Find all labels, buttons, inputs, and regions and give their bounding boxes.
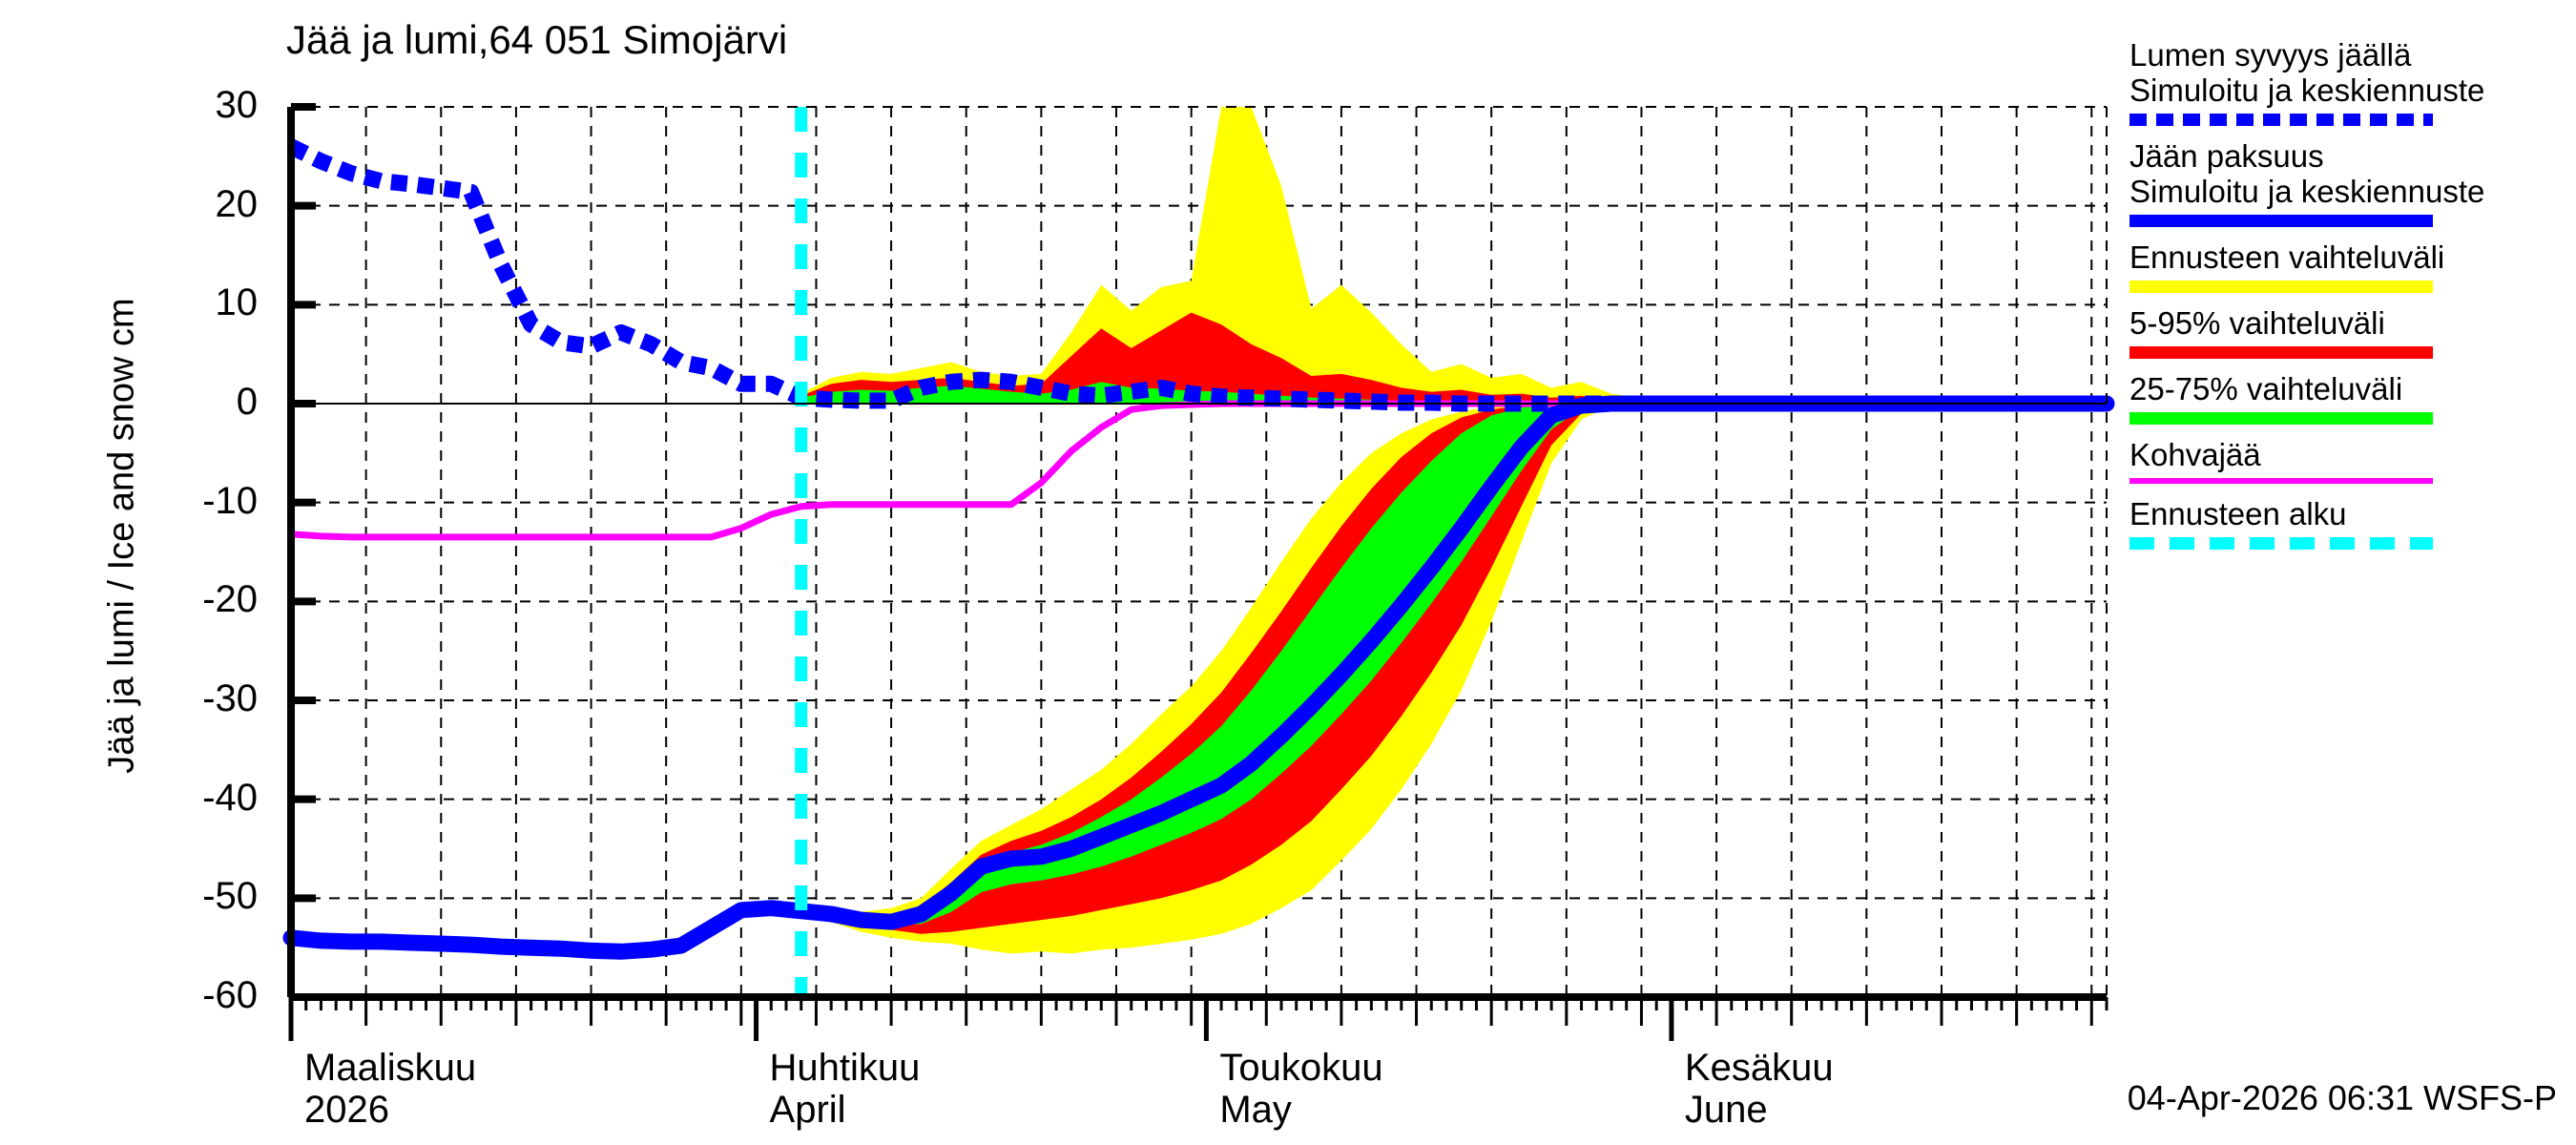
legend-swatch [2129,280,2433,293]
legend-swatch [2129,477,2433,484]
y-tick-label: -40 [202,776,258,819]
legend-swatch [2129,214,2433,227]
y-tick-label: -60 [202,974,258,1016]
y-tick-label: 10 [215,281,259,324]
y-tick-label: -20 [202,578,258,621]
legend-item: Ennusteen vaihteluväli [2129,239,2568,293]
y-tick-label: -30 [202,677,258,719]
legend-label-line1: Jään paksuus [2129,137,2324,174]
y-tick-label: -10 [202,479,258,522]
legend-swatch [2129,411,2433,425]
legend-label-line1: Kohvajää [2129,436,2261,472]
legend-swatch [2129,536,2433,550]
page-title: Jää ja lumi,64 051 Simojärvi [286,17,788,62]
y-tick-label: 0 [236,381,258,423]
x-tick-label-line1: Kesäkuu [1684,1047,1834,1089]
legend-label-line1: Ennusteen vaihteluväli [2129,239,2445,275]
x-tick-label: Maaliskuu 2026 [304,1047,476,1131]
legend-item: Lumen syvyys jäällä Simuloitu ja keskienn… [2129,37,2568,126]
chart-legend: Lumen syvyys jäällä Simuloitu ja keskienn… [2129,37,2568,563]
legend-item: 5-95% vaihteluväli [2129,304,2568,359]
band-snow-0 [800,107,2108,404]
legend-item: 25-75% vaihteluväli [2129,370,2568,425]
line-kohvajaa [287,400,2110,541]
x-tick-label: Kesäkuu June [1685,1047,1834,1131]
legend-label-line1: 5-95% vaihteluväli [2129,304,2385,341]
y-tick-label: -50 [202,875,258,918]
legend-item: Kohvajää [2129,436,2568,484]
legend-item: Ennusteen alku [2129,495,2568,550]
y-tick-label: 30 [215,84,259,126]
x-tick-label: Toukokuu May [1219,1047,1382,1131]
legend-item: Jään paksuus Simuloitu ja keskiennuste [2129,137,2568,227]
forecast-bands [800,107,2108,954]
x-tick-label-line2: April [769,1089,846,1131]
y-tick-label: 20 [215,182,259,225]
legend-label-line1: Ennusteen alku [2129,495,2347,531]
x-tick-label-line1: Maaliskuu [304,1047,477,1089]
x-tick-label-line2: May [1219,1089,1292,1131]
x-tick-label-line2: 2026 [304,1089,389,1131]
x-tick-label: Huhtikuu April [770,1047,921,1131]
axes [287,103,2109,1041]
legend-label-line1: 25-75% vaihteluväli [2129,370,2403,406]
legend-label-line2: Simuloitu ja keskiennuste [2129,173,2485,209]
legend-label-line2: Simuloitu ja keskiennuste [2129,72,2485,108]
footer-timestamp: 04-Apr-2026 06:31 WSFS-P [2127,1078,2557,1117]
y-axis-label: Jää ja lumi / Ice and snow cm [101,298,142,774]
legend-swatch [2129,345,2433,359]
x-tick-label-line1: Huhtikuu [769,1047,921,1089]
band-band_ice_green [800,404,2108,926]
legend-label-line1: Lumen syvyys jäällä [2129,37,2412,73]
band-band_ice_red [800,404,2108,934]
x-tick-label-line2: June [1684,1089,1768,1131]
band-snow-1 [800,312,2108,404]
legend-swatch [2129,113,2433,126]
band-snow-2 [800,382,2108,404]
x-tick-label-line1: Toukokuu [1219,1047,1383,1089]
